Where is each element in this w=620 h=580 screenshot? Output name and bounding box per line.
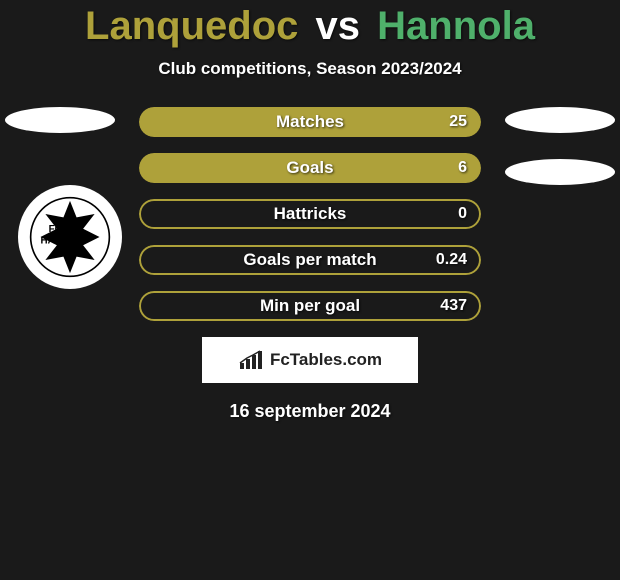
stat-bar-matches: Matches 25 — [139, 107, 481, 137]
avatar-placeholder-right-1 — [505, 107, 615, 133]
subtitle: Club competitions, Season 2023/2024 — [0, 59, 620, 79]
player1-name: Lanquedoc — [85, 4, 298, 48]
stat-value: 25 — [449, 113, 467, 131]
page-title: Lanquedoc vs Hannola — [0, 0, 620, 49]
date-text: 16 september 2024 — [0, 401, 620, 422]
branding-text: FcTables.com — [270, 350, 382, 370]
stat-value: 0.24 — [436, 251, 467, 269]
vs-text: vs — [316, 4, 361, 48]
stat-label: Goals — [139, 158, 481, 178]
svg-text:FC: FC — [49, 224, 62, 235]
club-badge: FC HAKA — [18, 185, 122, 289]
stat-bar-hattricks: Hattricks 0 — [139, 199, 481, 229]
bar-chart-icon — [238, 349, 264, 371]
stat-value: 437 — [440, 297, 467, 315]
stat-bar-goals-per-match: Goals per match 0.24 — [139, 245, 481, 275]
avatar-placeholder-left — [5, 107, 115, 133]
branding-box[interactable]: FcTables.com — [202, 337, 418, 383]
stat-label: Min per goal — [139, 296, 481, 316]
stats-bars: Matches 25 Goals 6 Hattricks 0 Goals per… — [139, 107, 481, 321]
stat-value: 6 — [458, 159, 467, 177]
stat-label: Matches — [139, 112, 481, 132]
stat-label: Goals per match — [139, 250, 481, 270]
player2-name: Hannola — [377, 4, 535, 48]
stat-bar-goals: Goals 6 — [139, 153, 481, 183]
stat-value: 0 — [458, 205, 467, 223]
content-area: FC HAKA Matches 25 Goals 6 Hattricks 0 G… — [0, 107, 620, 422]
avatar-placeholder-right-2 — [505, 159, 615, 185]
stat-label: Hattricks — [139, 204, 481, 224]
stat-bar-min-per-goal: Min per goal 437 — [139, 291, 481, 321]
svg-text:HAKA: HAKA — [40, 236, 68, 247]
club-badge-icon: FC HAKA — [29, 196, 111, 278]
